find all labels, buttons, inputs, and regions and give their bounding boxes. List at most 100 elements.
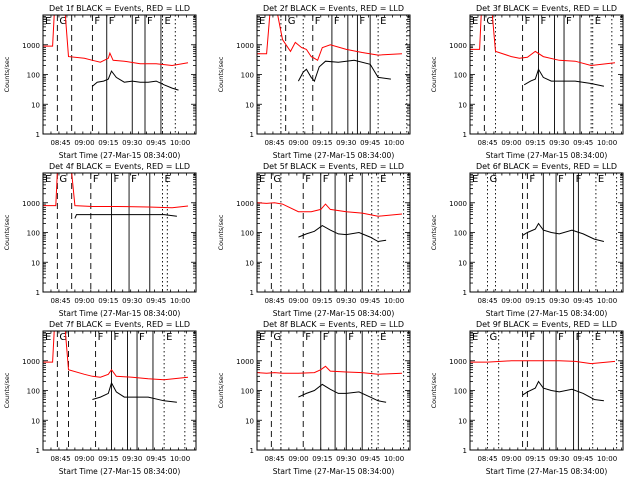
y-tick-label: 1000 [449, 42, 467, 50]
event-marker-label: E [259, 16, 265, 27]
x-tick-label: 09:45 [146, 297, 166, 305]
x-tick-label: 09:30 [122, 297, 142, 305]
event-marker-label: E [472, 332, 478, 343]
x-tick-label: 10:00 [384, 455, 404, 463]
events-series-line [92, 70, 179, 91]
lld-series-line [43, 173, 189, 209]
x-tick-label: 09:15 [525, 455, 545, 463]
x-tick-label: 10:00 [384, 297, 404, 305]
x-tick-label: 08:45 [50, 139, 70, 147]
y-tick-label: 100 [241, 230, 254, 238]
x-tick-label: 09:00 [74, 297, 94, 305]
y-tick-label: 100 [27, 230, 40, 238]
panel-title: Det 3f BLACK = Events, RED = LLD [476, 4, 617, 13]
y-tick-label: 1000 [449, 200, 467, 208]
x-axis-label: Start Time (27-Mar-15 08:34:00) [59, 309, 181, 318]
event-marker-label: F [147, 16, 153, 27]
y-tick-label: 1000 [236, 42, 254, 50]
y-tick-label: 1000 [22, 200, 40, 208]
panel-1: Det 1f BLACK = Events, RED = LLD Start Ti… [3, 4, 197, 160]
x-tick-label: 09:45 [360, 297, 380, 305]
event-marker-label: F [131, 174, 137, 185]
plot-frame [42, 14, 197, 135]
x-axis-label: Start Time (27-Mar-15 08:34:00) [273, 467, 395, 476]
event-marker-label: F [139, 332, 145, 343]
x-tick-label: 10:00 [597, 297, 617, 305]
x-tick-label: 09:45 [146, 455, 166, 463]
y-tick-label: 1 [250, 289, 254, 297]
event-marker-label: F [109, 16, 115, 27]
y-tick-label: 1000 [236, 200, 254, 208]
event-marker-label: F [525, 16, 531, 27]
plot-frame [256, 172, 411, 293]
y-tick-label: 1000 [22, 42, 40, 50]
event-marker-label: F [98, 332, 104, 343]
event-marker-label: E [472, 174, 478, 185]
y-tick-label: 1 [463, 289, 467, 297]
y-tick-label: 10 [458, 417, 467, 425]
x-tick-label: 09:30 [549, 139, 569, 147]
x-tick-label: 09:45 [573, 139, 593, 147]
event-marker-label: G [273, 332, 281, 343]
y-tick-label: 10 [31, 101, 40, 109]
event-marker-label: F [323, 174, 329, 185]
panel-8: Det 8f BLACK = Events, RED = LLD Start Ti… [217, 320, 411, 476]
event-marker-label: E [45, 16, 51, 27]
lld-series-line [257, 15, 403, 62]
event-marker-label: F [558, 174, 564, 185]
y-tick-label: 1000 [22, 358, 40, 366]
x-tick-label: 09:45 [573, 455, 593, 463]
x-tick-label: 09:15 [98, 455, 118, 463]
panel-9: Det 9f BLACK = Events, RED = LLD Start Ti… [430, 320, 624, 476]
lld-series-line [470, 360, 616, 365]
event-marker-label: E [598, 174, 604, 185]
x-tick-label: 08:45 [477, 139, 497, 147]
event-marker-label: E [165, 174, 171, 185]
event-marker-label: F [359, 16, 365, 27]
x-axis-label: Start Time (27-Mar-15 08:34:00) [59, 151, 181, 160]
event-marker-label: E [166, 332, 172, 343]
x-tick-label: 09:30 [549, 455, 569, 463]
event-marker-label: F [529, 332, 535, 343]
y-axis-label: Counts/sec [430, 56, 438, 92]
lld-series-line [43, 15, 189, 67]
plot-frame [42, 172, 197, 293]
event-marker-label: E [380, 174, 386, 185]
x-tick-label: 09:15 [98, 139, 118, 147]
event-marker-label: E [595, 16, 601, 27]
x-tick-label: 09:30 [549, 297, 569, 305]
panel-6: Det 6f BLACK = Events, RED = LLD Start Ti… [430, 162, 624, 318]
events-series-line [523, 68, 605, 87]
x-tick-label: 09:45 [146, 139, 166, 147]
event-marker-label: E [595, 332, 601, 343]
panel-2: Det 2f BLACK = Events, RED = LLD Start Ti… [217, 4, 411, 160]
y-tick-label: 10 [245, 417, 254, 425]
event-marker-label: G [59, 16, 67, 27]
x-tick-label: 09:15 [312, 455, 332, 463]
event-marker-label: F [305, 332, 311, 343]
x-axis-label: Start Time (27-Mar-15 08:34:00) [486, 467, 608, 476]
y-tick-label: 10 [245, 101, 254, 109]
x-tick-label: 10:00 [384, 139, 404, 147]
plot-frame [256, 14, 411, 135]
y-tick-label: 100 [454, 230, 467, 238]
panel-7: Det 7f BLACK = Events, RED = LLD Start Ti… [3, 320, 197, 476]
event-marker-label: F [323, 332, 329, 343]
x-axis-label: Start Time (27-Mar-15 08:34:00) [59, 467, 181, 476]
event-marker-label: E [165, 16, 171, 27]
x-tick-label: 09:45 [360, 455, 380, 463]
events-series-line [297, 59, 391, 83]
lld-series-line [43, 331, 189, 381]
events-series-line [522, 222, 605, 242]
lld-series-line [257, 365, 403, 375]
event-marker-label: F [305, 174, 311, 185]
x-tick-label: 08:45 [50, 297, 70, 305]
event-marker-label: F [529, 174, 535, 185]
panel-title: Det 6f BLACK = Events, RED = LLD [476, 162, 617, 171]
y-axis-label: Counts/sec [217, 214, 225, 250]
event-marker-label: G [486, 16, 494, 27]
y-axis-label: Counts/sec [3, 372, 11, 408]
event-marker-label: F [334, 16, 340, 27]
x-tick-label: 09:30 [122, 139, 142, 147]
